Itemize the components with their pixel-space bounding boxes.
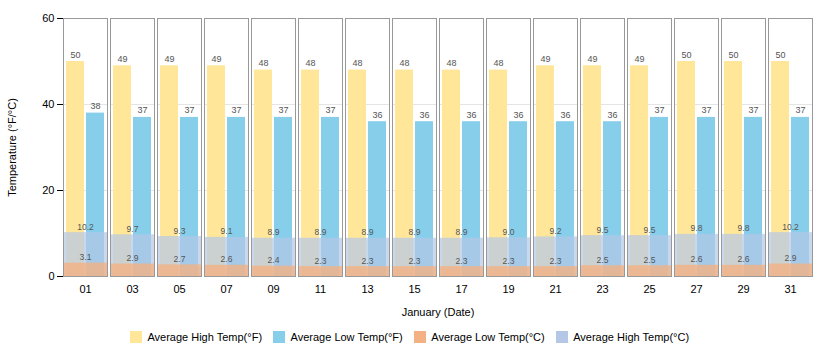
- html-text:Average High Temp(°F): Average High Temp(°F): [147, 330, 262, 343]
- svg-text:2.3: 2.3: [409, 256, 421, 266]
- svg-text:10.2: 10.2: [782, 222, 799, 232]
- svg-text:9.0: 9.0: [503, 227, 515, 237]
- svg-text:60: 60: [42, 12, 54, 24]
- html-text:Average High Temp(°C): Average High Temp(°C): [573, 330, 690, 343]
- svg-text:40: 40: [42, 98, 54, 110]
- svg-text:0: 0: [48, 270, 54, 282]
- svg-text:2.5: 2.5: [597, 255, 609, 265]
- svg-text:10.2: 10.2: [77, 222, 94, 232]
- svg-text:11: 11: [315, 283, 326, 295]
- svg-text:38: 38: [90, 101, 100, 111]
- svg-text:50: 50: [775, 50, 785, 60]
- svg-text:2.3: 2.3: [456, 256, 468, 266]
- svg-text:9.2: 9.2: [550, 226, 562, 236]
- svg-text:9.3: 9.3: [174, 226, 186, 236]
- svg-text:07: 07: [220, 283, 232, 295]
- svg-text:37: 37: [701, 105, 711, 115]
- svg-text:3.1: 3.1: [80, 252, 92, 262]
- svg-text:37: 37: [325, 105, 335, 115]
- svg-text:8.9: 8.9: [362, 227, 374, 237]
- svg-text:36: 36: [372, 110, 382, 120]
- svg-text:36: 36: [466, 110, 476, 120]
- svg-text:31: 31: [784, 283, 796, 295]
- svg-text:2.6: 2.6: [691, 254, 703, 264]
- svg-text:20: 20: [42, 184, 54, 196]
- svg-text:8.9: 8.9: [315, 227, 327, 237]
- svg-text:9.5: 9.5: [644, 225, 656, 235]
- svg-text:9.5: 9.5: [597, 225, 609, 235]
- svg-text:2.3: 2.3: [550, 256, 562, 266]
- svg-text:37: 37: [748, 105, 758, 115]
- svg-text:37: 37: [184, 105, 194, 115]
- svg-text:36: 36: [419, 110, 429, 120]
- svg-text:8.9: 8.9: [409, 227, 421, 237]
- svg-text:49: 49: [634, 54, 644, 64]
- svg-text:01: 01: [79, 283, 91, 295]
- svg-text:36: 36: [513, 110, 523, 120]
- svg-text:2.3: 2.3: [315, 256, 327, 266]
- svg-text:37: 37: [795, 105, 805, 115]
- svg-text:49: 49: [211, 54, 221, 64]
- svg-text:2.6: 2.6: [738, 254, 750, 264]
- svg-text:49: 49: [164, 54, 174, 64]
- svg-text:9.8: 9.8: [691, 223, 703, 233]
- svg-text:9.8: 9.8: [738, 223, 750, 233]
- svg-text:48: 48: [399, 58, 409, 68]
- svg-text:9.1: 9.1: [221, 226, 233, 236]
- svg-text:49: 49: [117, 54, 127, 64]
- svg-text:50: 50: [728, 50, 738, 60]
- svg-text:37: 37: [137, 105, 147, 115]
- svg-text:27: 27: [690, 283, 702, 295]
- svg-text:23: 23: [596, 283, 608, 295]
- svg-text:21: 21: [549, 283, 561, 295]
- svg-text:05: 05: [173, 283, 185, 295]
- svg-text:48: 48: [258, 58, 268, 68]
- svg-text:2.3: 2.3: [362, 256, 374, 266]
- svg-text:48: 48: [493, 58, 503, 68]
- svg-text:2.9: 2.9: [127, 253, 139, 263]
- svg-text:13: 13: [361, 283, 373, 295]
- svg-text:37: 37: [278, 105, 288, 115]
- svg-text:17: 17: [455, 283, 467, 295]
- svg-text:2.6: 2.6: [221, 254, 233, 264]
- svg-text:03: 03: [126, 283, 138, 295]
- svg-text:8.9: 8.9: [456, 227, 468, 237]
- svg-text:2.9: 2.9: [785, 253, 797, 263]
- svg-text:2.7: 2.7: [174, 254, 186, 264]
- svg-text:37: 37: [231, 105, 241, 115]
- svg-text:48: 48: [352, 58, 362, 68]
- svg-text:36: 36: [560, 110, 570, 120]
- svg-text:2.3: 2.3: [503, 256, 515, 266]
- svg-text:48: 48: [305, 58, 315, 68]
- svg-text:48: 48: [446, 58, 456, 68]
- svg-text:19: 19: [502, 283, 514, 295]
- svg-text:January (Date): January (Date): [402, 306, 475, 318]
- svg-text:50: 50: [70, 50, 80, 60]
- svg-text:36: 36: [607, 110, 617, 120]
- html-text:Average Low Temp(°C): Average Low Temp(°C): [431, 330, 545, 343]
- svg-text:49: 49: [587, 54, 597, 64]
- svg-text:2.5: 2.5: [644, 255, 656, 265]
- svg-text:09: 09: [267, 283, 279, 295]
- svg-text:Temperature (°F/°C): Temperature (°F/°C): [6, 98, 18, 197]
- svg-text:15: 15: [408, 283, 420, 295]
- svg-text:25: 25: [643, 283, 655, 295]
- svg-text:29: 29: [737, 283, 749, 295]
- svg-text:2.4: 2.4: [268, 255, 280, 265]
- svg-text:8.9: 8.9: [268, 227, 280, 237]
- html-text:Average Low Temp(°F): Average Low Temp(°F): [290, 330, 403, 343]
- svg-text:37: 37: [654, 105, 664, 115]
- svg-text:50: 50: [681, 50, 691, 60]
- svg-text:9.7: 9.7: [127, 224, 139, 234]
- svg-text:49: 49: [540, 54, 550, 64]
